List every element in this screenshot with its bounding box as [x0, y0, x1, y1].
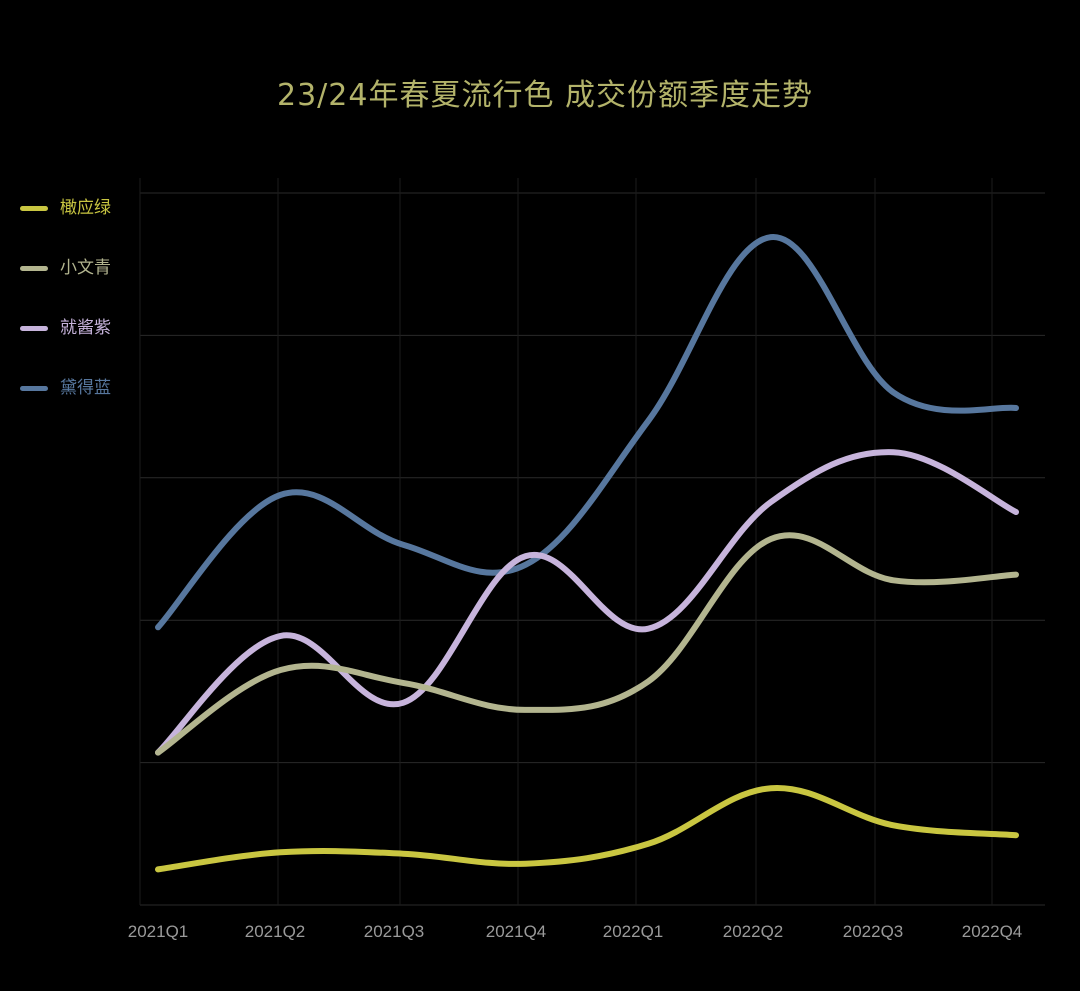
legend-item-橄应绿[interactable]: 橄应绿 [20, 196, 111, 220]
x-tick-label: 2022Q1 [603, 922, 664, 941]
legend-swatch [20, 325, 48, 331]
legend-label: 橄应绿 [60, 198, 111, 218]
legend-label: 小文青 [60, 258, 111, 278]
x-tick-label: 2022Q2 [723, 922, 784, 941]
series-line-黛得蓝[interactable] [155, 234, 1019, 631]
x-tick-label: 2021Q4 [486, 922, 547, 941]
series-lines [155, 234, 1019, 873]
series-line-橄应绿[interactable] [155, 785, 1019, 873]
x-tick-label: 2022Q3 [843, 922, 904, 941]
x-tick-label: 2021Q1 [128, 922, 189, 941]
x-tick-label: 2021Q2 [245, 922, 306, 941]
legend-label: 就酱紫 [60, 318, 111, 338]
legend-swatch [20, 265, 48, 271]
legend-item-小文青[interactable]: 小文青 [20, 256, 111, 280]
gridlines [139, 178, 1045, 906]
series-line-就酱紫[interactable] [155, 449, 1019, 756]
chart-title: 23/24年春夏流行色 成交份额季度走势 [277, 78, 813, 113]
legend-item-黛得蓝[interactable]: 黛得蓝 [20, 376, 111, 400]
legend-label: 黛得蓝 [60, 378, 111, 398]
legend-item-就酱紫[interactable]: 就酱紫 [20, 316, 111, 340]
x-tick-label: 2022Q4 [962, 922, 1023, 941]
legend-swatch [20, 205, 48, 211]
x-tick-label: 2021Q3 [364, 922, 425, 941]
x-axis-tick-labels: 2021Q1 2021Q2 2021Q3 2021Q4 2022Q1 2022Q2 2022… [128, 922, 1023, 941]
series-line-小文青[interactable] [155, 532, 1019, 756]
legend-swatch [20, 385, 48, 391]
